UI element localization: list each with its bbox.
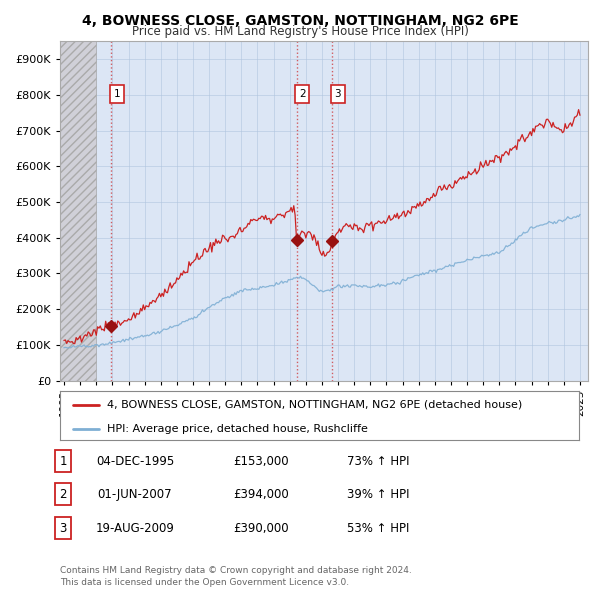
Text: Contains HM Land Registry data © Crown copyright and database right 2024.
This d: Contains HM Land Registry data © Crown c… (60, 566, 412, 587)
Text: 19-AUG-2009: 19-AUG-2009 (95, 522, 175, 535)
Text: 1: 1 (113, 89, 120, 99)
Text: 2: 2 (59, 488, 67, 501)
Text: 01-JUN-2007: 01-JUN-2007 (98, 488, 172, 501)
Bar (60, 41, 96, 381)
Text: 4, BOWNESS CLOSE, GAMSTON, NOTTINGHAM, NG2 6PE (detached house): 4, BOWNESS CLOSE, GAMSTON, NOTTINGHAM, N… (107, 399, 522, 409)
Text: £394,000: £394,000 (233, 488, 289, 501)
Text: 4, BOWNESS CLOSE, GAMSTON, NOTTINGHAM, NG2 6PE: 4, BOWNESS CLOSE, GAMSTON, NOTTINGHAM, N… (82, 14, 518, 28)
Text: 73% ↑ HPI: 73% ↑ HPI (347, 455, 409, 468)
Text: 3: 3 (59, 522, 67, 535)
Text: £153,000: £153,000 (233, 455, 289, 468)
Text: 04-DEC-1995: 04-DEC-1995 (96, 455, 174, 468)
Text: 3: 3 (335, 89, 341, 99)
Text: 1: 1 (59, 455, 67, 468)
Text: 39% ↑ HPI: 39% ↑ HPI (347, 488, 409, 501)
Text: HPI: Average price, detached house, Rushcliffe: HPI: Average price, detached house, Rush… (107, 424, 368, 434)
Text: £390,000: £390,000 (233, 522, 289, 535)
Text: 2: 2 (299, 89, 305, 99)
Text: Price paid vs. HM Land Registry's House Price Index (HPI): Price paid vs. HM Land Registry's House … (131, 25, 469, 38)
Text: 53% ↑ HPI: 53% ↑ HPI (347, 522, 409, 535)
